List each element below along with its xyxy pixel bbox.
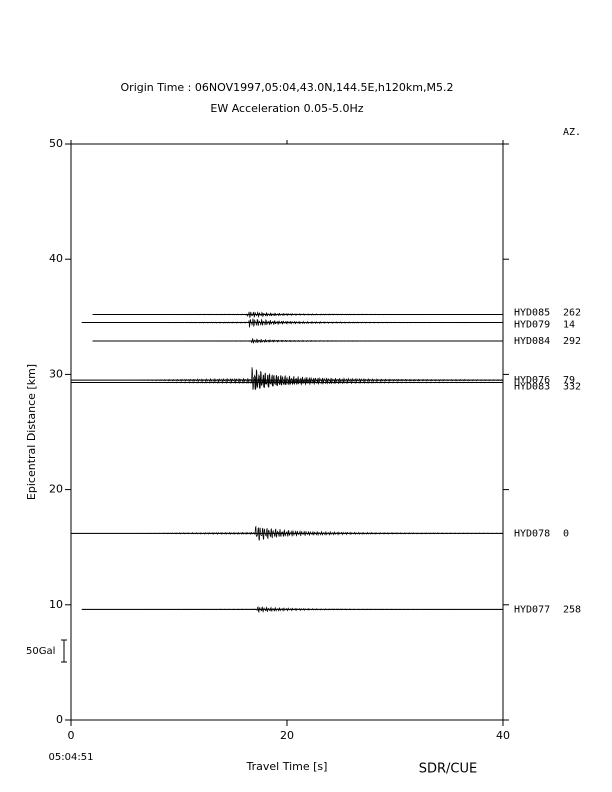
y-tick-label: 10 (49, 598, 63, 611)
station-azimuth: 79 (563, 375, 575, 386)
waveform (71, 376, 504, 390)
station-name: HYD083 (514, 381, 550, 392)
station-name: HYD076 (514, 375, 550, 386)
station-name: HYD078 (514, 528, 550, 539)
chart-subtitle: EW Acceleration 0.05-5.0Hz (210, 102, 363, 115)
y-axis-label: Epicentral Distance [km] (25, 364, 38, 500)
waveform (81, 318, 504, 328)
y-tick-label: 0 (56, 713, 63, 726)
chart-title: Origin Time : 06NOV1997,05:04,43.0N,144.… (121, 81, 454, 94)
station-azimuth: 262 (563, 307, 581, 318)
station-azimuth: 258 (563, 604, 581, 615)
station-azimuth: 14 (563, 320, 575, 331)
plot-frame (70, 143, 504, 721)
credit: SDR/CUE (419, 762, 477, 777)
azimuth-header: AZ. (563, 127, 581, 138)
scale-label: 50Gal (26, 646, 55, 657)
x-tick-label: 20 (280, 729, 294, 742)
y-tick-label: 40 (49, 252, 63, 265)
start-time: 05:04:51 (49, 752, 94, 763)
station-azimuth: 292 (563, 336, 581, 347)
waveform (71, 367, 504, 390)
station-azimuth: 0 (563, 528, 569, 539)
station-azimuth: 332 (563, 381, 581, 392)
station-name: HYD077 (514, 604, 550, 615)
station-name: HYD085 (514, 307, 550, 318)
station-name: HYD079 (514, 320, 550, 331)
y-tick-label: 30 (49, 367, 63, 380)
waveform (81, 606, 504, 614)
waveform (71, 525, 504, 541)
x-tick-label: 0 (68, 729, 75, 742)
y-tick-label: 50 (49, 137, 63, 150)
waveform (92, 311, 504, 319)
y-tick-label: 20 (49, 483, 63, 496)
x-tick-label: 40 (496, 729, 510, 742)
waveform (92, 337, 504, 344)
station-name: HYD084 (514, 336, 550, 347)
x-axis-label: Travel Time [s] (246, 760, 328, 773)
